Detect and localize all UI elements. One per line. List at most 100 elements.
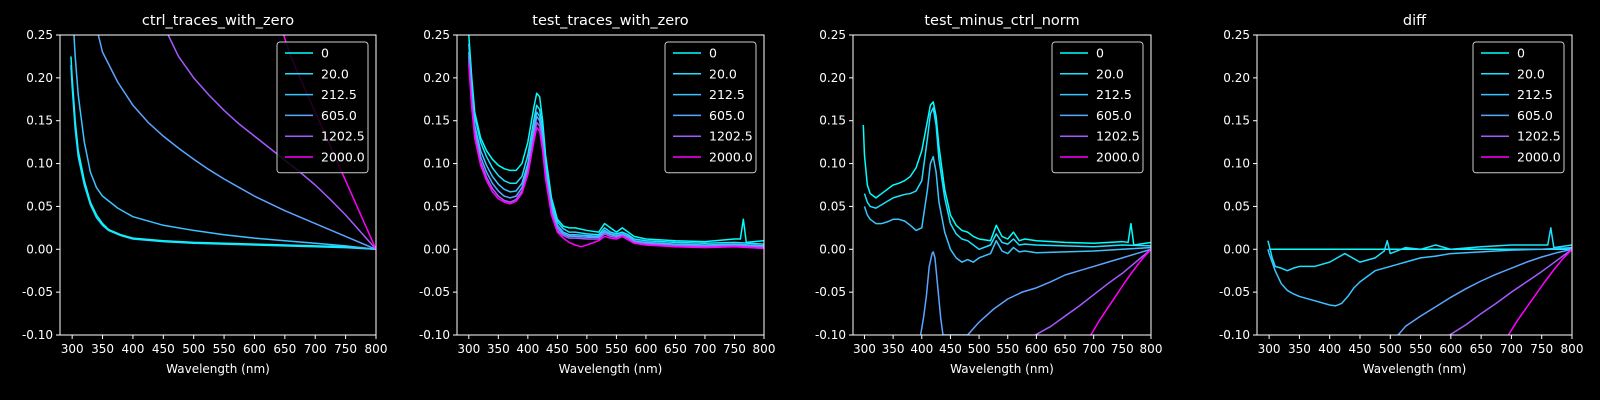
- series-line-212.5: [863, 155, 1151, 263]
- legend-label: 212.5: [1096, 87, 1132, 102]
- x-tick-label: 550: [1409, 342, 1432, 356]
- x-tick-label: 350: [487, 342, 510, 356]
- legend: 0 20.0 212.5 605.0 1202.5 2000.0: [1472, 41, 1565, 174]
- axes-frame: [59, 34, 377, 336]
- legend-box: [1051, 41, 1144, 174]
- y-tick-label: 0.25: [819, 28, 846, 42]
- y-tick-label: 0.10: [819, 157, 846, 171]
- x-tick-label: 350: [882, 342, 905, 356]
- legend-box: [664, 41, 757, 174]
- x-tick-label: 300: [457, 342, 480, 356]
- legend-label: 2000.0: [321, 150, 365, 165]
- y-tick-label: 0.25: [26, 28, 53, 42]
- x-tick-label: 600: [243, 342, 266, 356]
- axes-frame: [456, 34, 765, 336]
- series-line-605.0: [97, 35, 376, 250]
- x-tick-label: 700: [304, 342, 327, 356]
- legend-label: 1202.5: [321, 129, 365, 144]
- y-tick-label: 0.00: [819, 242, 846, 256]
- chart-title: test_traces_with_zero: [532, 13, 689, 29]
- x-tick-label: 500: [575, 342, 598, 356]
- chart-title: ctrl_traces_with_zero: [142, 13, 294, 29]
- legend: 0 20.0 212.5 605.0 1202.5 2000.0: [276, 41, 369, 174]
- y-tick-label: -0.05: [815, 285, 846, 299]
- y-tick-label: 0.15: [1223, 114, 1250, 128]
- legend-label: 20.0: [709, 66, 737, 81]
- x-tick-label: 400: [516, 342, 539, 356]
- x-tick-label: 300: [853, 342, 876, 356]
- x-tick-label: 650: [1054, 342, 1077, 356]
- y-tick-label: -0.05: [1219, 285, 1250, 299]
- x-tick-label: 800: [753, 342, 776, 356]
- x-tick-label: 550: [213, 342, 236, 356]
- x-tick-label: 350: [1288, 342, 1311, 356]
- y-tick-label: 0.15: [26, 114, 53, 128]
- x-tick-label: 650: [664, 342, 687, 356]
- chart-title: diff: [1403, 13, 1427, 29]
- axes-frame: [1256, 34, 1573, 336]
- y-tick-label: 0.10: [423, 157, 450, 171]
- series-group: [862, 101, 1151, 335]
- series-line-2000.0: [1507, 248, 1572, 335]
- y-tick-label: 0.05: [26, 199, 53, 213]
- y-tick-label: -0.10: [1219, 328, 1250, 342]
- x-tick-label: 400: [1318, 342, 1341, 356]
- x-tick-label: 450: [1349, 342, 1372, 356]
- legend-box: [276, 41, 369, 174]
- x-tick-label: 450: [546, 342, 569, 356]
- series-line-0: [862, 101, 1151, 246]
- legend-label: 605.0: [709, 108, 745, 123]
- x-tick-label: 750: [1530, 342, 1553, 356]
- x-tick-label: 700: [1500, 342, 1523, 356]
- legend-label: 212.5: [709, 87, 745, 102]
- legend-label: 212.5: [321, 87, 357, 102]
- series-line-1202.5: [1034, 248, 1151, 335]
- y-tick-label: 0.10: [1223, 157, 1250, 171]
- legend-label: 1202.5: [709, 129, 753, 144]
- series-line-1202.5: [167, 35, 376, 250]
- x-tick-label: 300: [61, 342, 84, 356]
- x-tick-label: 550: [996, 342, 1019, 356]
- chart-title: test_minus_ctrl_norm: [924, 13, 1079, 29]
- chart-panel-4: 300 350 400 450 500 550 600 650 700 750 800 -0.10 -0…: [1219, 13, 1584, 376]
- x-tick-label: 550: [605, 342, 628, 356]
- legend-label: 0: [1517, 46, 1525, 61]
- series-line-212.5: [73, 35, 376, 251]
- legend-label: 605.0: [321, 108, 357, 123]
- x-tick-label: 500: [968, 342, 991, 356]
- y-tick-label: -0.10: [815, 328, 846, 342]
- x-axis-label: Wavelength (nm): [559, 362, 663, 376]
- x-tick-label: 400: [121, 342, 144, 356]
- legend: 0 20.0 212.5 605.0 1202.5 2000.0: [1051, 41, 1144, 174]
- x-axis-label: Wavelength (nm): [166, 362, 270, 376]
- y-tick-label: 0.20: [1223, 71, 1250, 85]
- x-tick-label: 800: [365, 342, 388, 356]
- x-tick-label: 400: [910, 342, 933, 356]
- x-tick-label: 700: [694, 342, 717, 356]
- series-group: [468, 35, 764, 250]
- y-tick-label: 0.00: [423, 242, 450, 256]
- x-axis-label: Wavelength (nm): [950, 362, 1054, 376]
- y-tick-label: 0.05: [819, 199, 846, 213]
- x-tick-label: 750: [334, 342, 357, 356]
- series-line-605.0: [919, 248, 1151, 335]
- series-line-2000.0: [468, 64, 764, 250]
- legend-label: 20.0: [1517, 66, 1545, 81]
- x-tick-label: 450: [152, 342, 175, 356]
- chart-panel-1: 300 350 400 450 500 550 600 650 700 750 800 -0.10 -0…: [22, 13, 388, 376]
- x-tick-label: 350: [91, 342, 114, 356]
- series-line-2000.0: [1090, 248, 1151, 335]
- x-tick-label: 800: [1561, 342, 1584, 356]
- y-tick-label: 0.25: [423, 28, 450, 42]
- x-tick-label: 750: [1111, 342, 1134, 356]
- x-tick-label: 700: [1082, 342, 1105, 356]
- y-tick-label: 0.20: [819, 71, 846, 85]
- x-tick-label: 600: [634, 342, 657, 356]
- chart-panel-2: 300 350 400 450 500 550 600 650 700 750 800 -0.10 -0…: [419, 13, 776, 376]
- x-tick-label: 600: [1025, 342, 1048, 356]
- y-tick-label: 0.00: [26, 242, 53, 256]
- series-line-20.0: [1267, 227, 1572, 272]
- x-axis-label: Wavelength (nm): [1363, 362, 1467, 376]
- y-tick-label: -0.05: [22, 285, 53, 299]
